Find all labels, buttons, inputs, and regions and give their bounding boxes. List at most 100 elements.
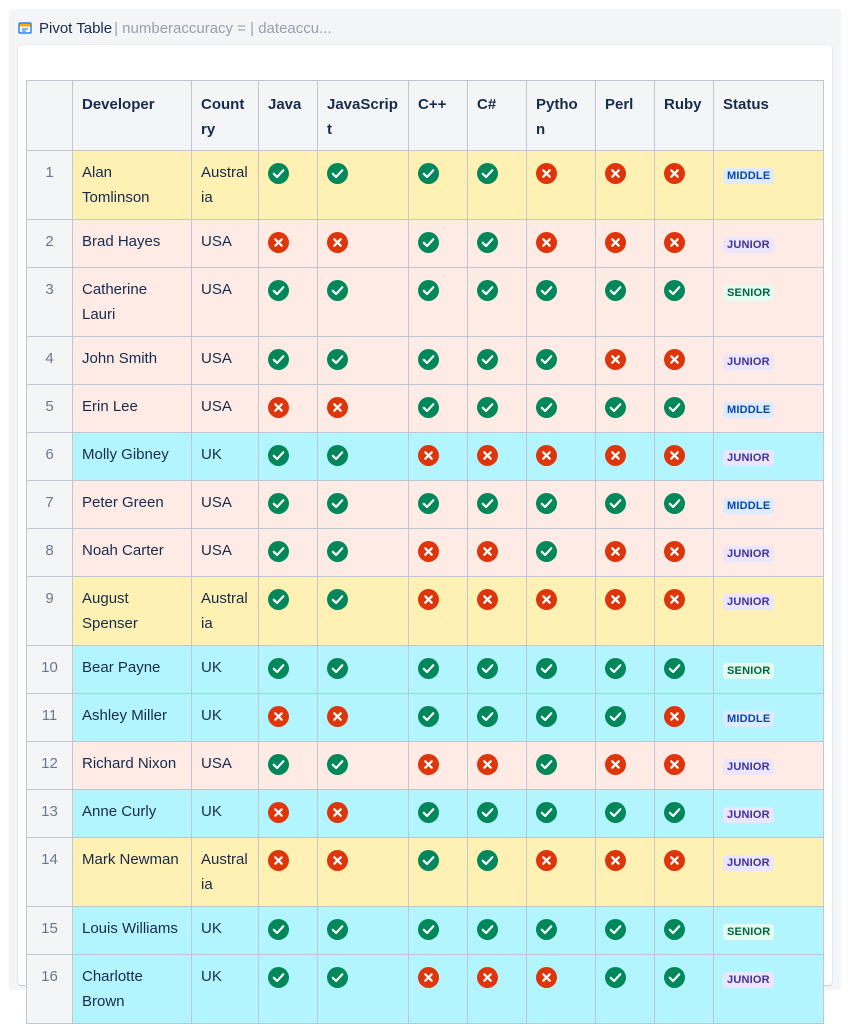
java-cell xyxy=(258,954,318,1024)
cross-circle-icon xyxy=(477,445,498,466)
row-number: 8 xyxy=(26,528,73,577)
check-circle-icon xyxy=(605,967,626,988)
check-circle-icon xyxy=(418,658,439,679)
java-cell xyxy=(258,693,318,742)
javascript-cell xyxy=(317,954,409,1024)
check-circle-icon xyxy=(268,163,289,184)
status-cell: JUNIOR xyxy=(713,837,824,907)
cpp-cell xyxy=(408,693,468,742)
pivot-table: Developer Country Java JavaScript C++ C#… xyxy=(26,80,824,1024)
check-circle-icon xyxy=(327,658,348,679)
cross-circle-icon xyxy=(605,163,626,184)
csharp-cell xyxy=(467,645,527,694)
country-cell: USA xyxy=(191,267,259,337)
python-cell xyxy=(526,219,596,268)
check-circle-icon xyxy=(327,919,348,940)
header-python[interactable]: Python xyxy=(526,80,596,151)
check-circle-icon xyxy=(664,967,685,988)
javascript-cell xyxy=(317,645,409,694)
status-cell: SENIOR xyxy=(713,267,824,337)
developer-cell: Catherine Lauri xyxy=(72,267,192,337)
status-badge: JUNIOR xyxy=(723,237,774,253)
java-cell xyxy=(258,432,318,481)
country-cell: UK xyxy=(191,906,259,955)
python-cell xyxy=(526,384,596,433)
status-cell: JUNIOR xyxy=(713,336,824,385)
cross-circle-icon xyxy=(664,706,685,727)
javascript-cell xyxy=(317,267,409,337)
check-circle-icon xyxy=(327,589,348,610)
country-cell: UK xyxy=(191,954,259,1024)
status-cell: SENIOR xyxy=(713,906,824,955)
header-status[interactable]: Status xyxy=(713,80,824,151)
check-circle-icon xyxy=(536,706,557,727)
csharp-cell xyxy=(467,384,527,433)
row-number: 9 xyxy=(26,576,73,646)
country-cell: USA xyxy=(191,480,259,529)
table-row: 1 Alan Tomlinson Australia MIDDLE xyxy=(26,150,824,220)
header-ruby[interactable]: Ruby xyxy=(654,80,714,151)
ruby-cell xyxy=(654,528,714,577)
developer-cell: August Spenser xyxy=(72,576,192,646)
check-circle-icon xyxy=(664,802,685,823)
header-javascript[interactable]: JavaScript xyxy=(317,80,409,151)
check-circle-icon xyxy=(605,280,626,301)
csharp-cell xyxy=(467,954,527,1024)
check-circle-icon xyxy=(477,658,498,679)
ruby-cell xyxy=(654,432,714,481)
csharp-cell xyxy=(467,480,527,529)
python-cell xyxy=(526,267,596,337)
table-row: 10 Bear Payne UK SENIOR xyxy=(26,645,824,694)
python-cell xyxy=(526,150,596,220)
table-row: 4 John Smith USA JUNIOR xyxy=(26,336,824,385)
ruby-cell xyxy=(654,219,714,268)
header-developer[interactable]: Developer xyxy=(72,80,192,151)
java-cell xyxy=(258,837,318,907)
java-cell xyxy=(258,384,318,433)
check-circle-icon xyxy=(268,541,289,562)
cross-circle-icon xyxy=(477,967,498,988)
header-csharp[interactable]: C# xyxy=(467,80,527,151)
perl-cell xyxy=(595,267,655,337)
java-cell xyxy=(258,219,318,268)
header-cpp[interactable]: C++ xyxy=(408,80,468,151)
cpp-cell xyxy=(408,645,468,694)
row-number: 1 xyxy=(26,150,73,220)
status-cell: SENIOR xyxy=(713,645,824,694)
header-perl[interactable]: Perl xyxy=(595,80,655,151)
cpp-cell xyxy=(408,384,468,433)
javascript-cell xyxy=(317,576,409,646)
csharp-cell xyxy=(467,693,527,742)
check-circle-icon xyxy=(268,658,289,679)
check-circle-icon xyxy=(664,658,685,679)
status-badge: JUNIOR xyxy=(723,450,774,466)
check-circle-icon xyxy=(268,919,289,940)
row-number: 4 xyxy=(26,336,73,385)
header-country[interactable]: Country xyxy=(191,80,259,151)
perl-cell xyxy=(595,837,655,907)
row-number: 5 xyxy=(26,384,73,433)
developer-cell: Charlotte Brown xyxy=(72,954,192,1024)
status-badge: JUNIOR xyxy=(723,354,774,370)
table-row: 9 August Spenser Australia JUNIOR xyxy=(26,576,824,646)
cross-circle-icon xyxy=(327,232,348,253)
javascript-cell xyxy=(317,906,409,955)
check-circle-icon xyxy=(536,802,557,823)
header-row-number[interactable] xyxy=(26,80,73,151)
check-circle-icon xyxy=(327,349,348,370)
cpp-cell xyxy=(408,480,468,529)
ruby-cell xyxy=(654,150,714,220)
macro-header[interactable]: Pivot Table | numberaccuracy = | dateacc… xyxy=(18,17,332,39)
perl-cell xyxy=(595,528,655,577)
check-circle-icon xyxy=(268,280,289,301)
cpp-cell xyxy=(408,837,468,907)
header-java[interactable]: Java xyxy=(258,80,318,151)
check-circle-icon xyxy=(536,919,557,940)
cross-circle-icon xyxy=(664,349,685,370)
developer-cell: John Smith xyxy=(72,336,192,385)
python-cell xyxy=(526,741,596,790)
cross-circle-icon xyxy=(418,754,439,775)
check-circle-icon xyxy=(327,163,348,184)
status-cell: JUNIOR xyxy=(713,528,824,577)
country-cell: UK xyxy=(191,693,259,742)
